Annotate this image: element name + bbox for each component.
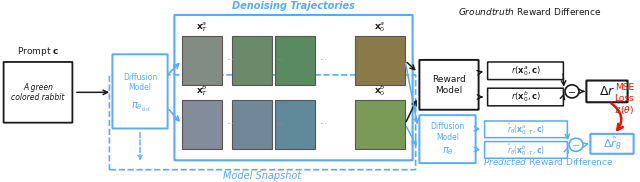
Text: Diffusion
Model: Diffusion Model [123,73,157,92]
Text: $r(\mathbf{x}_0^b, \mathbf{c})$: $r(\mathbf{x}_0^b, \mathbf{c})$ [511,90,541,104]
FancyBboxPatch shape [113,54,168,128]
Text: $\Delta r$: $\Delta r$ [599,85,615,98]
Text: ···: ··· [276,120,284,129]
FancyBboxPatch shape [590,134,634,154]
Text: A green
colored rabbit: A green colored rabbit [12,83,65,102]
FancyBboxPatch shape [484,121,568,138]
Text: Prompt $\mathbf{c}$: Prompt $\mathbf{c}$ [17,45,59,58]
Text: $\pi_\theta$: $\pi_\theta$ [442,145,453,157]
FancyBboxPatch shape [419,60,479,110]
Text: $\it{Predicted}$ Reward Difference: $\it{Predicted}$ Reward Difference [483,156,613,167]
FancyBboxPatch shape [488,88,563,106]
Text: MSE
Loss
$\mathcal{L}(\theta)$: MSE Loss $\mathcal{L}(\theta)$ [614,83,634,116]
Text: $\it{Groundtruth}$ Reward Difference: $\it{Groundtruth}$ Reward Difference [458,6,602,17]
Text: $\hat{r}_\theta(\mathbf{x}_{0:T}^a, \mathbf{c})$: $\hat{r}_\theta(\mathbf{x}_{0:T}^a, \mat… [507,121,545,137]
Text: $\mathbf{x}_T^b$: $\mathbf{x}_T^b$ [196,83,208,98]
Text: Denoising Trajectories: Denoising Trajectories [232,1,355,11]
FancyBboxPatch shape [484,142,568,158]
Text: Reward
Model: Reward Model [432,75,466,94]
Text: Model Snapshot: Model Snapshot [223,171,301,181]
Bar [275,36,315,85]
Text: ···: ··· [319,120,327,129]
Bar [182,36,222,85]
Text: $\Delta\hat{r}_\theta$: $\Delta\hat{r}_\theta$ [602,135,621,153]
FancyBboxPatch shape [586,80,628,102]
Text: ···: ··· [226,56,234,65]
Text: $\mathbf{x}_T^a$: $\mathbf{x}_T^a$ [196,21,208,34]
Text: $-$: $-$ [572,139,580,149]
Text: $\pi_{\theta_\mathrm{old}}$: $\pi_{\theta_\mathrm{old}}$ [131,101,149,114]
Bar [232,36,272,85]
Text: ···: ··· [226,120,234,129]
FancyBboxPatch shape [419,115,476,163]
Text: $\hat{r}_\theta(\mathbf{x}_{0:T}^b, \mathbf{c})$: $\hat{r}_\theta(\mathbf{x}_{0:T}^b, \mat… [507,142,545,158]
Text: ···: ··· [276,56,284,65]
FancyBboxPatch shape [488,62,563,80]
Text: $-$: $-$ [568,86,577,96]
Text: Diffusion
Model: Diffusion Model [430,122,465,142]
Text: $\mathbf{x}_0^b$: $\mathbf{x}_0^b$ [374,83,386,98]
Text: ···: ··· [319,56,327,65]
Bar [232,100,272,149]
Text: $\mathbf{x}_0^a$: $\mathbf{x}_0^a$ [374,21,386,34]
Bar [275,100,315,149]
FancyBboxPatch shape [4,62,72,123]
Text: $r(\mathbf{x}_0^a, \mathbf{c})$: $r(\mathbf{x}_0^a, \mathbf{c})$ [511,64,541,78]
Bar [182,100,222,149]
Bar [355,36,405,85]
Bar [355,100,405,149]
